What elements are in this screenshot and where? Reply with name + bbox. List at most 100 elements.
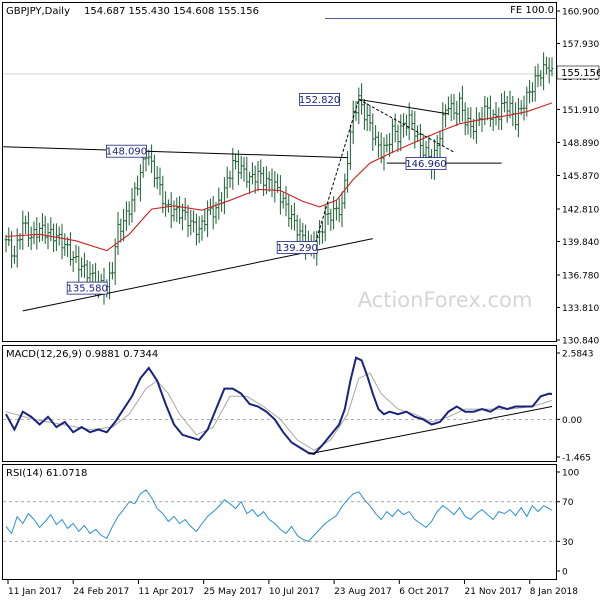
price-tick-label: 145.870 bbox=[562, 172, 599, 182]
price-bar bbox=[220, 191, 223, 212]
price-bar bbox=[363, 99, 366, 130]
price-bar bbox=[539, 69, 543, 87]
price-bar bbox=[511, 95, 515, 127]
price-bar bbox=[267, 171, 271, 192]
rsi-tick-label: 100 bbox=[562, 469, 579, 479]
price-bar bbox=[449, 94, 453, 122]
price-bar bbox=[402, 113, 405, 138]
price-bar bbox=[410, 110, 414, 130]
price-bar bbox=[329, 208, 333, 231]
price-bar bbox=[228, 170, 232, 188]
price-bar bbox=[393, 113, 397, 143]
price-bar bbox=[245, 156, 249, 188]
price-bar bbox=[382, 137, 386, 171]
price-bar bbox=[237, 149, 240, 186]
price-bar bbox=[231, 147, 235, 190]
price-layer: 152.820 148.090 146.960 139.290 135.580 bbox=[3, 18, 556, 312]
price-panel bbox=[2, 2, 557, 342]
price-bar bbox=[136, 175, 139, 196]
price-bar bbox=[203, 209, 207, 232]
price-tick-label: 139.840 bbox=[562, 238, 599, 248]
price-bar bbox=[458, 92, 461, 123]
price-bar bbox=[262, 166, 265, 197]
price-bar bbox=[279, 175, 282, 215]
price-bar bbox=[365, 103, 369, 131]
price-tick-label: 130.840 bbox=[562, 337, 599, 347]
price-bar bbox=[63, 233, 67, 256]
price-bar bbox=[21, 210, 25, 250]
price-bar bbox=[158, 167, 162, 196]
price-bar bbox=[10, 231, 13, 269]
price-bar bbox=[256, 160, 260, 192]
price-bar bbox=[343, 173, 347, 209]
price-bar bbox=[503, 90, 506, 113]
macd-indicator-label: MACD(12,26,9) 0.9881 0.7344 bbox=[6, 349, 158, 360]
price-bar bbox=[206, 200, 209, 238]
price-bar bbox=[318, 220, 321, 245]
price-bar bbox=[32, 221, 36, 245]
price-bar bbox=[491, 109, 495, 131]
price-bar bbox=[113, 238, 117, 286]
price-bar bbox=[127, 201, 131, 226]
price-bar bbox=[533, 66, 537, 102]
price-bar bbox=[178, 196, 181, 225]
price-tick-label: 148.890 bbox=[562, 139, 599, 149]
watermark: ActionForex.com bbox=[358, 288, 533, 312]
date-tick-label: 6 Oct 2017 bbox=[399, 587, 449, 597]
price-bar bbox=[251, 162, 254, 185]
price-bar bbox=[57, 226, 61, 246]
price-bar bbox=[391, 118, 394, 154]
price-bar bbox=[172, 200, 176, 222]
price-bar bbox=[60, 223, 64, 260]
price-bar bbox=[351, 100, 355, 145]
ohlc-values: 154.687 155.430 154.608 155.156 bbox=[84, 6, 259, 17]
price-bar bbox=[323, 205, 327, 242]
price-bar bbox=[444, 104, 447, 128]
rising-support-trendline bbox=[22, 238, 373, 312]
price-bar bbox=[475, 107, 478, 144]
price-bar bbox=[360, 83, 363, 115]
price-bar bbox=[164, 191, 167, 217]
price-bar bbox=[153, 154, 156, 188]
price-bar bbox=[43, 215, 47, 244]
price-bar bbox=[293, 202, 296, 231]
price-bar bbox=[466, 107, 470, 135]
annotation-text: 146.960 bbox=[405, 159, 446, 170]
price-bar bbox=[416, 125, 419, 143]
price-bar bbox=[472, 118, 475, 140]
price-bar bbox=[150, 144, 153, 174]
date-tick-label: 21 Nov 2017 bbox=[465, 587, 523, 597]
annotation-text: 152.820 bbox=[299, 95, 340, 106]
price-bar bbox=[357, 87, 361, 125]
price-bar bbox=[69, 232, 72, 266]
price-bar bbox=[122, 208, 125, 242]
date-tick-label: 8 Jan 2018 bbox=[530, 587, 578, 597]
price-bar bbox=[517, 97, 520, 138]
price-bar bbox=[326, 201, 330, 225]
price-bar bbox=[337, 198, 341, 223]
annotation-box bbox=[66, 281, 108, 295]
macd-tick-label: 0.00 bbox=[562, 416, 582, 426]
price-bar bbox=[505, 96, 509, 123]
macd-support-trendline bbox=[308, 406, 553, 455]
price-bar bbox=[239, 155, 243, 179]
price-bar bbox=[15, 228, 19, 268]
price-bar bbox=[441, 102, 445, 146]
price-tick-label: 151.910 bbox=[562, 106, 599, 116]
price-bar bbox=[35, 217, 39, 250]
rsi-panel bbox=[2, 464, 557, 580]
price-bar bbox=[545, 56, 548, 75]
annotation-box bbox=[276, 241, 318, 254]
date-tick-label: 23 Aug 2017 bbox=[334, 587, 392, 597]
price-bar bbox=[489, 95, 492, 127]
price-bar bbox=[531, 82, 534, 103]
projection-dashed-line bbox=[313, 99, 360, 248]
rsi-tick-label: 0 bbox=[562, 568, 568, 578]
price-bar bbox=[116, 211, 120, 255]
price-bar bbox=[435, 134, 439, 160]
label-139290: 139.290 bbox=[276, 241, 318, 254]
price-bar bbox=[41, 213, 44, 241]
label-152820: 152.820 bbox=[299, 93, 340, 106]
price-bar bbox=[452, 94, 456, 120]
